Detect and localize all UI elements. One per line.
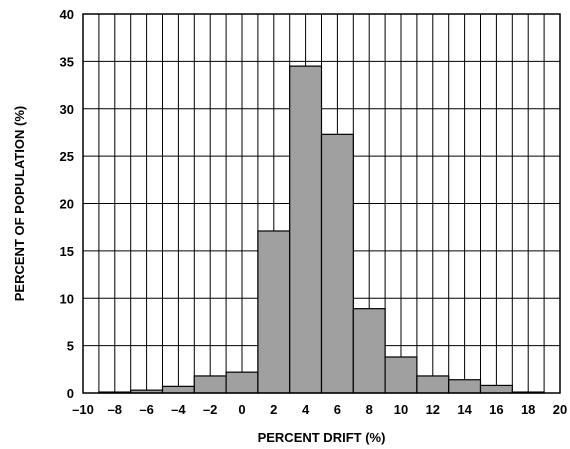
y-tick-label: 35 — [60, 54, 74, 69]
x-tick-label: –2 — [203, 402, 217, 417]
x-tick-label: –10 — [72, 402, 94, 417]
histogram-bar — [289, 65, 323, 394]
x-tick-label: –6 — [139, 402, 153, 417]
bars — [98, 65, 545, 394]
y-tick-label: 5 — [67, 339, 74, 354]
x-tick-label: 16 — [489, 402, 503, 417]
x-tick-label: 0 — [238, 402, 245, 417]
y-tick-label: 40 — [60, 7, 74, 22]
y-tick-label: 10 — [60, 291, 74, 306]
x-tick-label: 4 — [302, 402, 310, 417]
histogram-bar — [257, 230, 291, 394]
y-tick-labels: 0 5 10 15 20 25 30 35 40 — [60, 7, 74, 401]
histogram-bar — [161, 385, 195, 394]
x-tick-label: 14 — [457, 402, 472, 417]
plot-frame — [82, 13, 561, 394]
histogram-bar — [320, 133, 354, 394]
histogram-bar — [479, 384, 513, 394]
y-tick-label: 20 — [60, 197, 74, 212]
x-axis-title: PERCENT DRIFT (%) — [258, 430, 386, 445]
histogram-bar — [416, 375, 450, 394]
histogram-bar — [193, 375, 227, 394]
y-tick-label: 15 — [60, 244, 74, 259]
x-tick-label: 20 — [553, 402, 567, 417]
x-tick-label: 2 — [270, 402, 277, 417]
x-tick-label: –8 — [108, 402, 122, 417]
x-tick-labels: –10 –8 –6 –4 –2 0 2 4 6 8 10 12 14 16 18 20 — [72, 402, 567, 417]
x-tick-label: 6 — [334, 402, 341, 417]
histogram-bar — [384, 356, 418, 394]
y-tick-label: 30 — [60, 102, 74, 117]
histogram-bar — [352, 308, 386, 394]
y-axis-title: PERCENT OF POPULATION (%) — [12, 106, 27, 301]
y-tick-label: 0 — [67, 386, 74, 401]
x-tick-label: 12 — [426, 402, 440, 417]
y-tick-label: 25 — [60, 149, 74, 164]
x-tick-label: 18 — [521, 402, 535, 417]
histogram-bar — [225, 371, 259, 394]
histogram-bar — [448, 379, 482, 394]
x-tick-label: 8 — [366, 402, 373, 417]
x-tick-label: –4 — [171, 402, 186, 417]
x-tick-label: 10 — [394, 402, 408, 417]
